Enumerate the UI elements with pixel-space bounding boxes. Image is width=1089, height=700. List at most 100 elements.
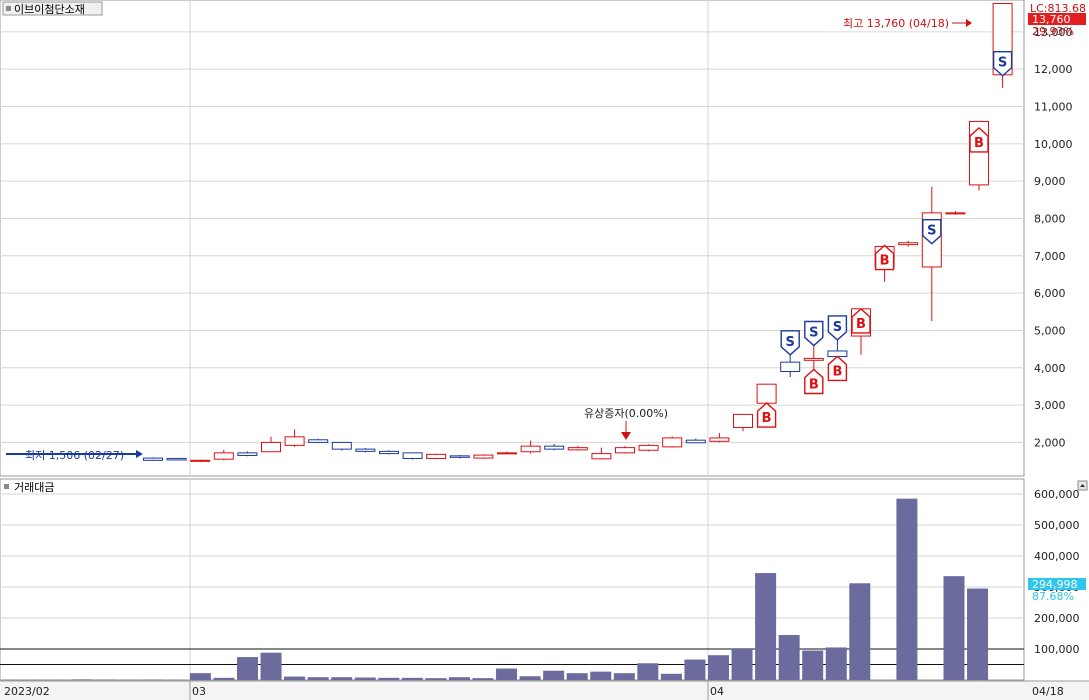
volume-bar: [755, 573, 777, 680]
sell-marker-letter: S: [786, 335, 795, 350]
volume-pane: [0, 478, 1025, 681]
price-tick-label: 2,000: [1034, 436, 1066, 449]
price-tick-label: 5,000: [1034, 324, 1066, 337]
volume-bar: [284, 676, 306, 680]
candle-body: [544, 445, 565, 450]
volume-tick-label: 600,000: [1034, 488, 1080, 501]
volume-bar: [401, 677, 423, 680]
volume-bar: [213, 677, 235, 680]
price-axis: 2,000 3,000 4,000 5,000 6,000 7,000 8,000 9,000…: [1034, 26, 1073, 450]
buy-marker-letter: B: [856, 317, 866, 332]
volume-tick-label: 500,000: [1034, 519, 1080, 532]
buy-marker-shape: [756, 402, 777, 428]
last-volume-box: [1028, 578, 1086, 590]
price-gridlines: [0, 31, 1024, 443]
candle-body: [898, 242, 919, 246]
volume-bar: [825, 647, 847, 680]
volume-bar: [849, 583, 871, 680]
candle-body: [756, 383, 777, 404]
sell-signal-marker: S: [992, 51, 1013, 77]
volume-bars-group: [1, 498, 989, 680]
candle-body: [331, 441, 352, 450]
candle-body: [780, 361, 801, 372]
price-tick-label: 12,000: [1034, 63, 1073, 76]
sell-marker-shape: [780, 330, 800, 356]
lc-label: LC:813.68: [1030, 2, 1086, 15]
buy-marker-shape: [969, 127, 989, 153]
volume-bar: [72, 679, 94, 680]
price-pane-title-box[interactable]: [2, 1, 103, 16]
volume-bar: [307, 677, 329, 680]
volume-bar: [260, 652, 282, 680]
candle-body: [261, 441, 281, 453]
buy-marker-letter: B: [762, 411, 772, 426]
x-axis-bar: [0, 681, 1089, 700]
volume-bar: [237, 657, 258, 680]
candle-body: [638, 444, 659, 451]
candle-body: [449, 455, 470, 458]
volume-bar: [543, 670, 565, 680]
volume-bar: [519, 676, 541, 680]
last-change-label: 29.93%: [1032, 25, 1074, 38]
rights-offering-arrow-icon: [621, 432, 631, 440]
candle-body: [497, 452, 517, 455]
buy-marker-letter: B: [809, 377, 819, 392]
buy-marker-shape: [804, 368, 824, 395]
buy-signal-marker: B: [969, 127, 989, 153]
price-tick-label: 10,000: [1034, 138, 1073, 151]
buy-marker-shape: [851, 308, 871, 334]
volume-bar: [896, 498, 918, 680]
sell-marker-letter: S: [809, 326, 818, 341]
sell-marker-shape: [804, 320, 824, 347]
sell-marker-letter: S: [833, 320, 842, 335]
high-price-label: 최고 13,760 (04/18): [843, 17, 949, 30]
price-pane-title: 이브이첨단소재: [14, 3, 85, 16]
candle-body: [945, 212, 966, 215]
x-axis: 2023/02 03 04 04/18: [4, 681, 1064, 700]
volume-bar: [472, 678, 494, 680]
volume-bar: [684, 659, 706, 680]
buy-marker-shape: [874, 244, 895, 271]
buy-marker-letter: B: [880, 254, 890, 269]
volume-bar: [613, 673, 635, 680]
volume-bar: [802, 650, 824, 680]
price-tick-label: 11,000: [1034, 101, 1073, 114]
rights-offering-label: 유상증자(0.00%): [584, 407, 668, 420]
volume-bar: [660, 673, 682, 680]
volume-pane-toggle-icon[interactable]: [4, 484, 9, 489]
last-volume-label: 294,998: [1032, 578, 1078, 591]
volume-bar: [331, 677, 353, 680]
volume-bar: [378, 677, 400, 680]
sell-marker-letter: S: [927, 224, 936, 239]
price-tick-label: 6,000: [1034, 287, 1066, 300]
buy-marker-letter: B: [832, 364, 842, 379]
volume-tick-label: 200,000: [1034, 612, 1080, 625]
pane-toggle-icon[interactable]: [6, 6, 11, 11]
candle-body: [379, 450, 399, 455]
candle-body: [237, 452, 258, 456]
candle-body: [308, 439, 329, 443]
candle-body: [402, 452, 423, 459]
price-tick-label: 4,000: [1034, 362, 1066, 375]
price-tick-label: 3,000: [1034, 399, 1066, 412]
candle-body: [733, 413, 753, 428]
candle-body: [426, 453, 447, 459]
sell-signal-marker: S: [922, 218, 942, 245]
x-tick-label: 04/18: [1032, 685, 1064, 698]
candle-body: [803, 357, 824, 361]
sell-marker-letter: S: [998, 56, 1007, 71]
x-tick-label: 2023/02: [4, 685, 50, 698]
candle-body: [591, 453, 612, 460]
price-pane: [0, 0, 1025, 477]
low-price-label: 최저 1,506 (02/27): [25, 449, 124, 462]
volume-bar: [448, 677, 470, 680]
volume-pane-title: 거래대금: [14, 481, 54, 494]
buy-signal-marker: B: [756, 402, 777, 428]
candle-body: [615, 447, 635, 454]
buy-marker-letter: B: [974, 136, 984, 151]
buy-marker-shape: [827, 355, 848, 382]
volume-bar: [943, 576, 965, 680]
candle-body: [520, 445, 541, 453]
buy-signal-marker: B: [827, 355, 848, 382]
